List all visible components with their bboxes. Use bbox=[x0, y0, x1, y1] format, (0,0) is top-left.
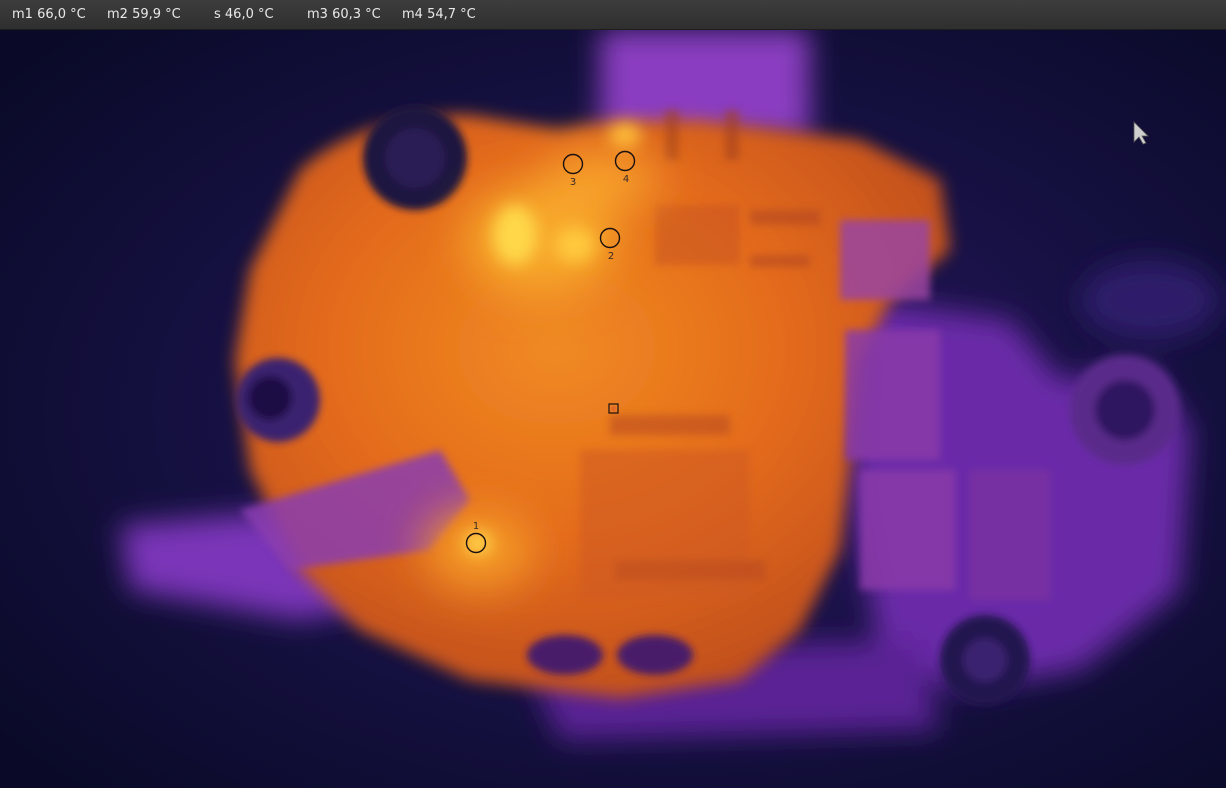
marker-1[interactable]: 1 bbox=[465, 521, 487, 554]
thermal-image-view[interactable]: 1 2 3 4 bbox=[0, 30, 1226, 788]
marker-4-label: 4 bbox=[623, 174, 629, 185]
marker-4[interactable]: 4 bbox=[614, 150, 636, 186]
spot-s[interactable] bbox=[608, 403, 619, 414]
thermal-image: 1 2 3 4 bbox=[0, 30, 1226, 788]
marker-3[interactable]: 3 bbox=[562, 153, 584, 189]
marker-m3-readout: m3 60,3 °C bbox=[307, 7, 381, 22]
marker-3-label: 3 bbox=[570, 177, 576, 188]
circle-marker-icon bbox=[562, 153, 584, 175]
marker-m2-readout: m2 59,9 °C bbox=[107, 7, 181, 22]
circle-marker-icon bbox=[465, 532, 487, 554]
circle-marker-icon bbox=[614, 150, 636, 172]
marker-m4-readout: m4 54,7 °C bbox=[402, 7, 476, 22]
square-spot-icon bbox=[608, 403, 619, 414]
marker-m1-readout: m1 66,0 °C bbox=[12, 7, 86, 22]
marker-2[interactable]: 2 bbox=[599, 227, 621, 263]
measurement-toolbar: m1 66,0 °C m2 59,9 °C s 46,0 °C m3 60,3 … bbox=[0, 0, 1226, 30]
marker-1-label: 1 bbox=[473, 521, 479, 532]
circle-marker-icon bbox=[599, 227, 621, 249]
spot-s-readout: s 46,0 °C bbox=[214, 7, 274, 22]
mouse-pointer-icon bbox=[1133, 121, 1149, 145]
marker-2-label: 2 bbox=[608, 251, 614, 262]
